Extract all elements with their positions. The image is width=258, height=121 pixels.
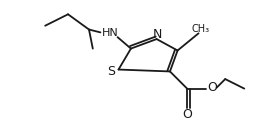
Text: CH₃: CH₃ — [191, 24, 209, 34]
Text: S: S — [107, 65, 115, 78]
Text: O: O — [207, 81, 217, 94]
Text: N: N — [153, 28, 162, 41]
Text: HN: HN — [102, 28, 118, 38]
Text: O: O — [182, 108, 192, 121]
